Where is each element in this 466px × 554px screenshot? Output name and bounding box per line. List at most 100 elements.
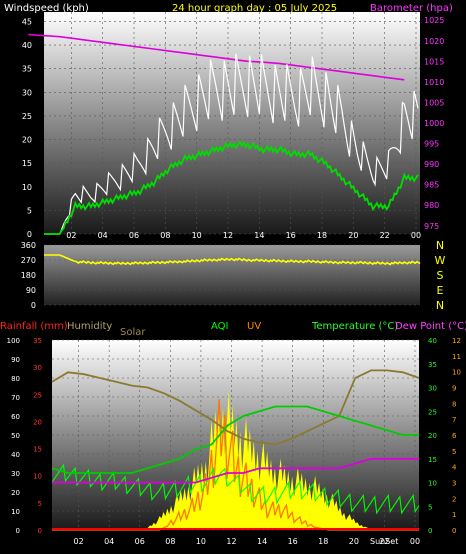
temp-tick-label: 0 <box>428 527 432 535</box>
baro-tick-label: 975 <box>424 222 439 231</box>
humidity-tick-label: 80 <box>11 375 20 383</box>
direction-tick-label: 360 <box>21 241 36 250</box>
x-tick-label: 08 <box>165 537 175 546</box>
dew-point-line <box>52 457 419 484</box>
wind-tick-label: 20 <box>22 136 32 145</box>
multi-series <box>51 369 420 531</box>
compass-label: N <box>436 299 444 312</box>
wind-grid <box>44 12 420 235</box>
uv-tick-label: 8 <box>452 400 456 408</box>
compass-label: W <box>435 254 446 267</box>
rain-tick-label: 5 <box>38 500 42 508</box>
humidity-tick-label: 50 <box>11 432 20 440</box>
temp-tick-label: 5 <box>428 503 432 511</box>
rain-tick-label: 25 <box>33 391 42 399</box>
humidity-tick-label: 60 <box>11 413 20 421</box>
humidity-tick-label: 0 <box>16 527 20 535</box>
x-tick-label: 18 <box>318 537 328 546</box>
rain-tick-label: 20 <box>33 418 42 426</box>
aqi-title: AQI <box>211 321 229 332</box>
wind-axis-ticks: 0 5 10 15 20 25 30 35 40 45 <box>22 17 32 239</box>
baro-tick-label: 990 <box>424 160 439 169</box>
x-tick-label: 14 <box>257 537 267 546</box>
x-tick-label: 22 <box>379 537 389 546</box>
humidity-tick-label: 70 <box>11 394 20 402</box>
graph-title: 24 hour graph day : 05 July 2025 <box>172 3 337 14</box>
x-tick-label: 16 <box>286 231 296 240</box>
x-tick-label: 00 <box>410 537 420 546</box>
x-tick-label: 14 <box>254 231 264 240</box>
humidity-tick-label: 30 <box>11 470 20 478</box>
temp-tick-label: 10 <box>428 480 437 488</box>
humidity-tick-label: 20 <box>11 489 20 497</box>
average-wind-line <box>44 139 419 235</box>
temperature-line <box>51 405 419 474</box>
solar-area <box>52 390 419 530</box>
direction-tick-label: 180 <box>21 271 36 280</box>
x-tick-label: 06 <box>135 537 145 546</box>
x-tick-label: 06 <box>129 231 139 240</box>
x-tick-label: 00 <box>411 231 421 240</box>
barometer-line <box>28 33 405 81</box>
wind-tick-label: 40 <box>22 41 32 50</box>
direction-tick-label: 0 <box>31 301 36 310</box>
x-tick-label: 16 <box>288 537 298 546</box>
wind-tick-label: 45 <box>22 17 32 26</box>
humidity-tick-label: 100 <box>7 337 20 345</box>
direction-plot-area <box>44 245 420 305</box>
baro-tick-label: 1010 <box>424 78 444 87</box>
humidity-line <box>51 369 420 446</box>
wind-tick-label: 5 <box>27 206 32 215</box>
solar-title: Solar <box>120 327 146 338</box>
baro-tick-label: 995 <box>424 140 439 149</box>
rain-tick-label: 10 <box>33 473 42 481</box>
temp-tick-label: 35 <box>428 361 437 369</box>
uv-tick-label: 2 <box>452 495 456 503</box>
humidity-tick-label: 90 <box>11 356 20 364</box>
multi-axis-ticks: 0102030405060708090100051015202530350510… <box>7 337 461 535</box>
wind-tick-label: 35 <box>22 65 32 74</box>
baro-tick-label: 985 <box>424 181 439 190</box>
x-tick-label: 08 <box>160 231 170 240</box>
rain-tick-label: 30 <box>33 364 42 372</box>
rain-tick-label: 0 <box>38 527 42 535</box>
humidity-tick-label: 40 <box>11 451 20 459</box>
baro-tick-label: 1000 <box>424 119 444 128</box>
temp-tick-label: 25 <box>428 408 437 416</box>
temp-tick-label: 30 <box>428 385 437 393</box>
x-tick-label: 18 <box>317 231 327 240</box>
direction-series <box>44 254 421 266</box>
baro-title: Barometer (hpa) <box>370 3 453 14</box>
wind-tick-label: 15 <box>22 159 32 168</box>
sunset-marker: SunSet <box>370 537 398 546</box>
uv-tick-label: 9 <box>452 385 456 393</box>
compass-label: S <box>437 269 444 282</box>
wind-series <box>28 33 419 235</box>
temp-tick-label: 15 <box>428 456 437 464</box>
direction-tick-label: 270 <box>21 256 36 265</box>
uv-tick-label: 10 <box>452 369 461 377</box>
rain-title: Rainfall (mm) <box>0 321 68 332</box>
x-tick-label: 22 <box>380 231 390 240</box>
wind-tick-label: 0 <box>27 230 32 239</box>
x-tick-label: 10 <box>192 231 202 240</box>
uv-tick-label: 7 <box>452 416 456 424</box>
compass-label: N <box>436 239 444 252</box>
x-tick-label: 20 <box>348 231 358 240</box>
wind-plot-area <box>44 12 420 234</box>
barometer-axis-ticks: 975 980 985 990 995 1000 1005 1010 1015 1020 1025 <box>424 16 444 231</box>
wind-title: Windspeed (kph) <box>4 3 89 14</box>
baro-tick-label: 1005 <box>424 98 444 107</box>
wind-tick-label: 30 <box>22 88 32 97</box>
gust-line <box>44 53 419 235</box>
uv-tick-label: 12 <box>452 337 461 345</box>
dew-title: Dew Point (°C) <box>395 321 466 332</box>
uv-tick-label: 0 <box>452 527 456 535</box>
x-tick-label: 12 <box>226 537 236 546</box>
wind-tick-label: 25 <box>22 112 32 121</box>
x-axis-ticks-top: 02 04 06 08 10 12 14 16 18 20 22 00 <box>66 231 421 240</box>
x-tick-label: 12 <box>223 231 233 240</box>
temp-tick-label: 20 <box>428 432 437 440</box>
rain-tick-label: 15 <box>33 446 42 454</box>
